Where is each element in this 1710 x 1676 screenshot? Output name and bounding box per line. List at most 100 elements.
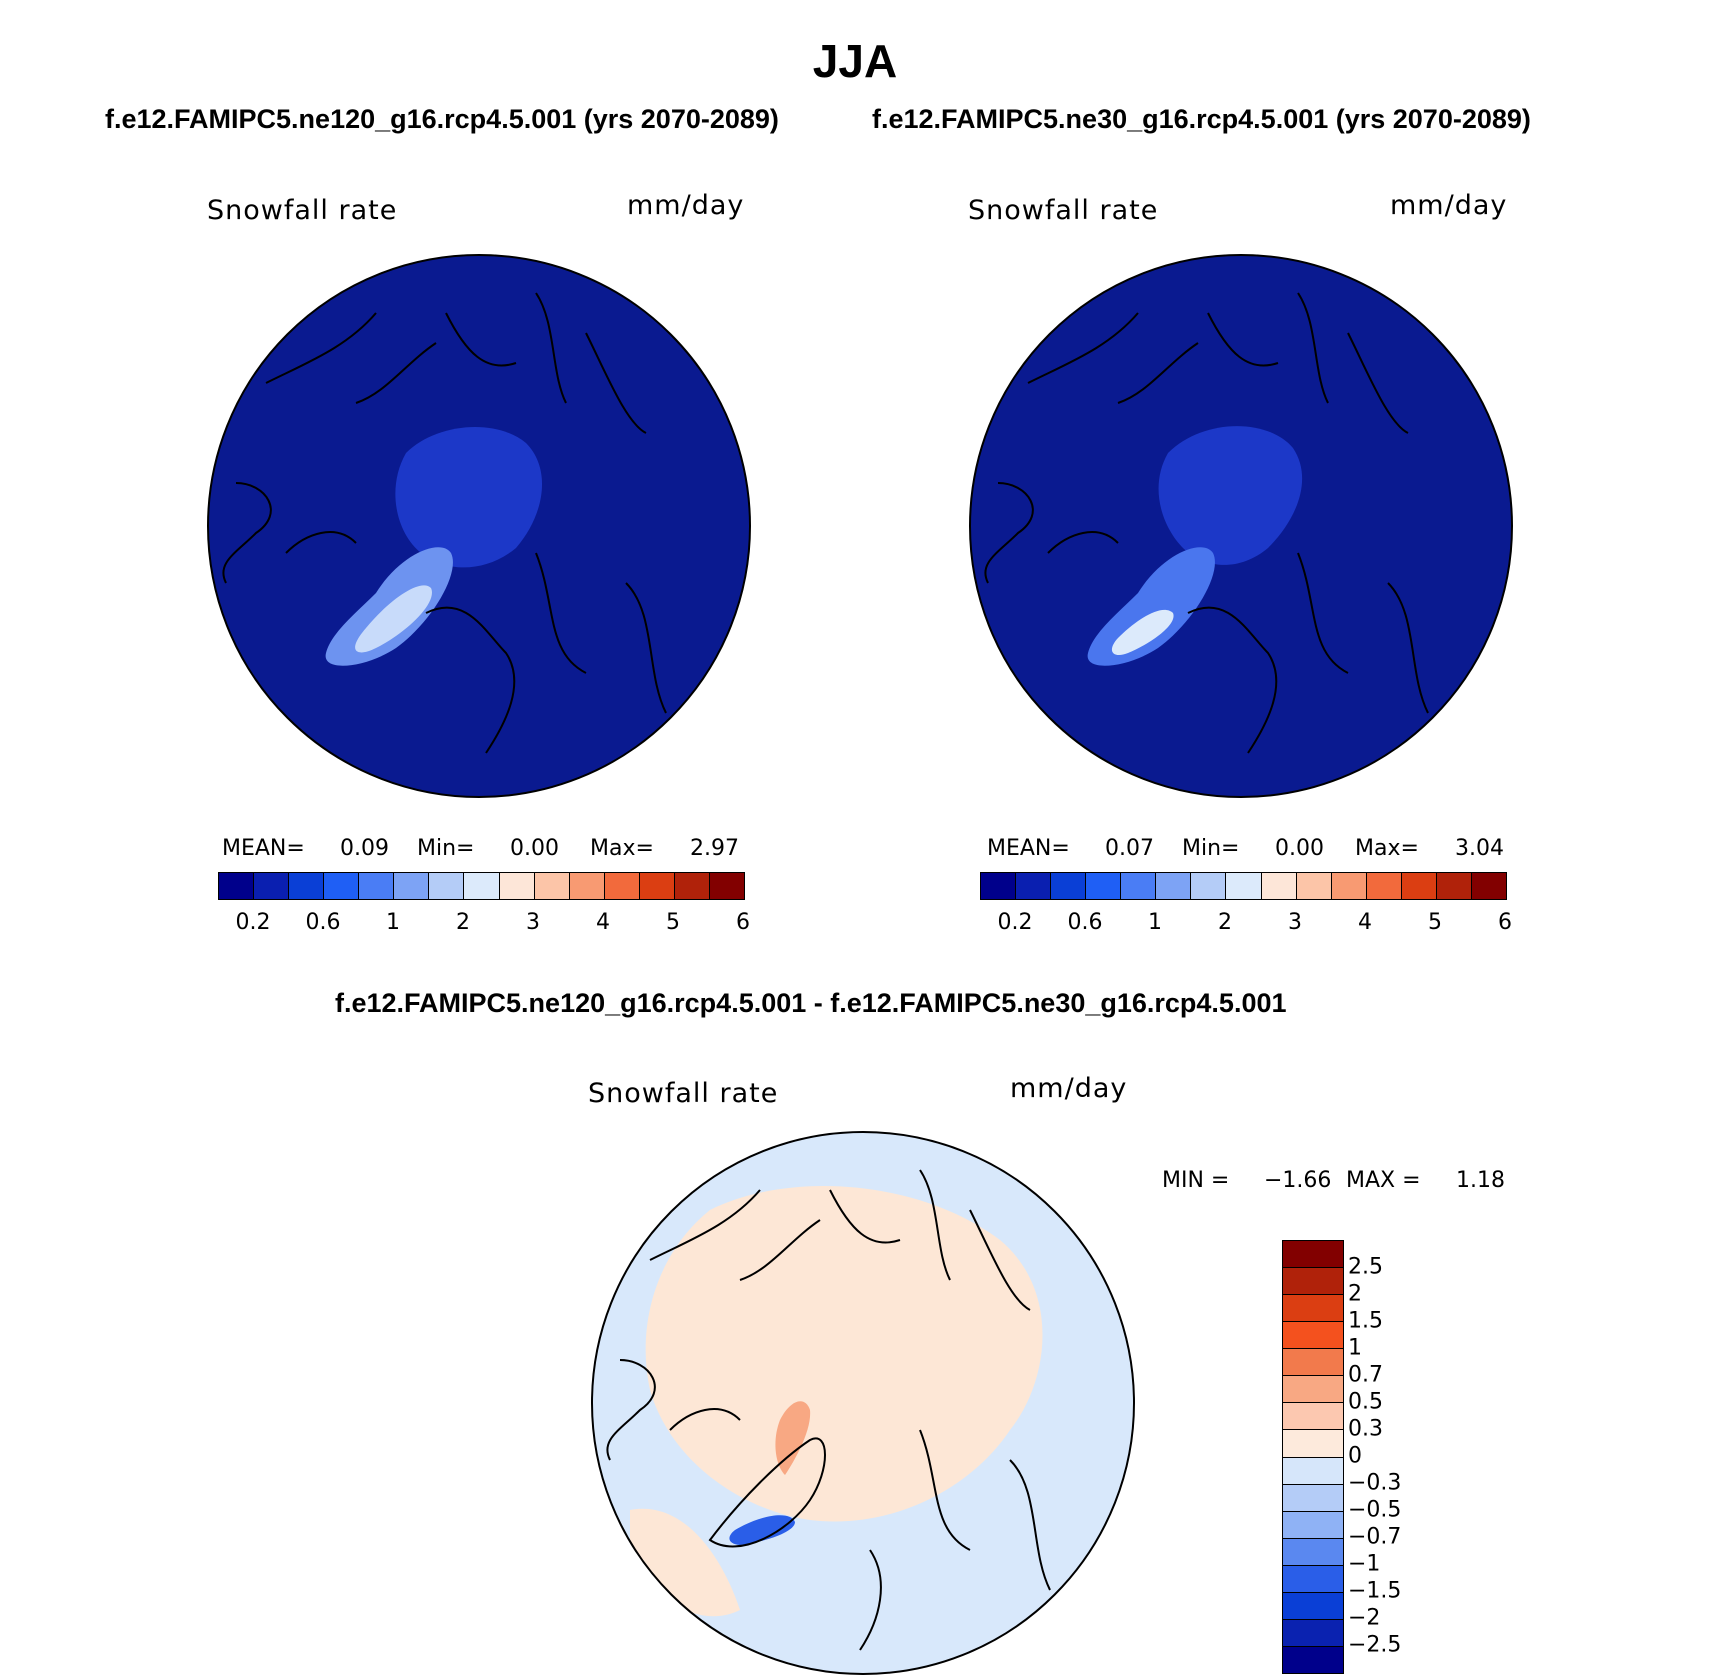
colorbar-tick-label: 0 (1348, 1443, 1362, 1469)
negative-anomaly (729, 1515, 795, 1545)
colorbar-tick-label: 1.5 (1348, 1308, 1383, 1334)
colorbar-swatch (639, 873, 675, 899)
diff-units: mm/day (1010, 1073, 1128, 1104)
panel-1-colorbar (218, 872, 745, 900)
colorbar-swatch (534, 873, 570, 899)
diff-stats: MIN = −1.66 MAX = 1.18 (1162, 1168, 1522, 1194)
colorbar-swatch (1121, 873, 1157, 899)
colorbar-tick-label: 1 (386, 910, 400, 935)
colorbar-tick-label: 4 (1358, 910, 1372, 935)
colorbar-swatch (1283, 1538, 1343, 1566)
min-value: 0.00 (510, 836, 559, 861)
panel-1-polar-map (207, 254, 751, 798)
colorbar-swatch (324, 873, 360, 899)
arctic-snow-field (1158, 426, 1303, 565)
panel-1-units: mm/day (627, 190, 745, 221)
greenland-snow-peak (1111, 609, 1174, 656)
colorbar-tick-label: 0.7 (1348, 1362, 1383, 1388)
diff-colorbar (1282, 1240, 1344, 1674)
colorbar-swatch (1283, 1322, 1343, 1350)
colorbar-swatch (604, 873, 640, 899)
colorbar-swatch (1283, 1241, 1343, 1269)
colorbar-swatch (1283, 1295, 1343, 1323)
panel-2-colorbar-ticks: 0.2 0.6 1 2 3 4 5 6 (980, 910, 1513, 936)
diff-colorbar-ticks: 2.5 2 1.5 1 0.7 0.5 0.3 0 −0.3 −0.5 −0.7 −1 −1.5 −2 −2… (1348, 1240, 1428, 1672)
min-label: MIN = (1162, 1168, 1230, 1193)
mean-value: 0.09 (340, 836, 389, 861)
colorbar-swatch (1051, 873, 1087, 899)
colorbar-swatch (1283, 1430, 1343, 1458)
min-label: Min= (1182, 836, 1240, 861)
colorbar-swatch (569, 873, 605, 899)
colorbar-swatch (1283, 1592, 1343, 1620)
colorbar-swatch (429, 873, 465, 899)
colorbar-swatch (1261, 873, 1297, 899)
positive-field (645, 1186, 1043, 1522)
colorbar-swatch (1283, 1646, 1343, 1673)
panel-2-stats: MEAN= 0.07 Min= 0.00 Max= 3.04 (987, 836, 1507, 862)
panel-1-subtitle: f.e12.FAMIPC5.ne120_g16.rcp4.5.001 (yrs … (105, 104, 779, 134)
colorbar-tick-label: −2.5 (1348, 1632, 1402, 1658)
colorbar-swatch (1283, 1565, 1343, 1593)
colorbar-swatch (709, 873, 744, 899)
colorbar-swatch (254, 873, 290, 899)
colorbar-swatch (1283, 1484, 1343, 1512)
colorbar-swatch (1401, 873, 1437, 899)
max-value: 3.04 (1455, 836, 1504, 861)
colorbar-tick-label: 2.5 (1348, 1254, 1383, 1280)
colorbar-swatch (1436, 873, 1472, 899)
colorbar-tick-label: 2 (456, 910, 470, 935)
colorbar-swatch (1191, 873, 1227, 899)
colorbar-swatch (1283, 1403, 1343, 1431)
greenland-snow-peak (355, 585, 432, 653)
diff-polar-map (591, 1131, 1135, 1675)
colorbar-tick-label: 6 (1498, 910, 1512, 935)
colorbar-swatch (464, 873, 500, 899)
panel-2-variable: Snowfall rate (968, 195, 1159, 226)
colorbar-tick-label: 0.6 (1067, 910, 1103, 935)
colorbar-tick-label: −1 (1348, 1551, 1381, 1577)
colorbar-swatch (1226, 873, 1262, 899)
colorbar-swatch (674, 873, 710, 899)
min-value: −1.66 (1264, 1168, 1332, 1193)
diff-subtitle: f.e12.FAMIPC5.ne120_g16.rcp4.5.001 - f.e… (335, 988, 1287, 1018)
min-value: 0.00 (1275, 836, 1324, 861)
coastline (984, 292, 1429, 754)
colorbar-swatch (1283, 1268, 1343, 1296)
coastline (222, 292, 667, 754)
colorbar-tick-label: 6 (736, 910, 750, 935)
colorbar-tick-label: 3 (526, 910, 540, 935)
positive-anomaly (775, 1401, 811, 1475)
colorbar-tick-label: 3 (1288, 910, 1302, 935)
colorbar-swatch (289, 873, 325, 899)
colorbar-tick-label: −2 (1348, 1605, 1381, 1631)
colorbar-tick-label: 1 (1148, 910, 1162, 935)
panel-2-subtitle: f.e12.FAMIPC5.ne30_g16.rcp4.5.001 (yrs 2… (872, 104, 1531, 134)
panel-1-colorbar-ticks: 0.2 0.6 1 2 3 4 5 6 (218, 910, 751, 936)
max-value: 1.18 (1456, 1168, 1505, 1193)
figure-title: JJA (812, 35, 898, 87)
colorbar-swatch (1283, 1619, 1343, 1647)
colorbar-tick-label: 2 (1218, 910, 1232, 935)
panel-2-polar-map (969, 254, 1513, 798)
mean-label: MEAN= (222, 836, 305, 861)
greenland-snow (1087, 547, 1215, 666)
colorbar-swatch (1471, 873, 1506, 899)
colorbar-swatch (1331, 873, 1367, 899)
coastline (606, 1169, 1051, 1651)
colorbar-tick-label: 5 (1428, 910, 1442, 935)
colorbar-tick-label: 5 (666, 910, 680, 935)
colorbar-tick-label: 1 (1348, 1335, 1362, 1361)
mean-value: 0.07 (1105, 836, 1154, 861)
max-label: Max= (1355, 836, 1419, 861)
colorbar-tick-label: 2 (1348, 1281, 1362, 1307)
colorbar-swatch (1086, 873, 1122, 899)
colorbar-tick-label: −0.3 (1348, 1470, 1402, 1496)
min-label: Min= (417, 836, 475, 861)
mean-label: MEAN= (987, 836, 1070, 861)
arctic-snow-field (395, 426, 543, 568)
colorbar-swatch (219, 873, 255, 899)
panel-2-units: mm/day (1390, 190, 1508, 221)
colorbar-swatch (499, 873, 535, 899)
max-label: MAX = (1346, 1168, 1421, 1193)
